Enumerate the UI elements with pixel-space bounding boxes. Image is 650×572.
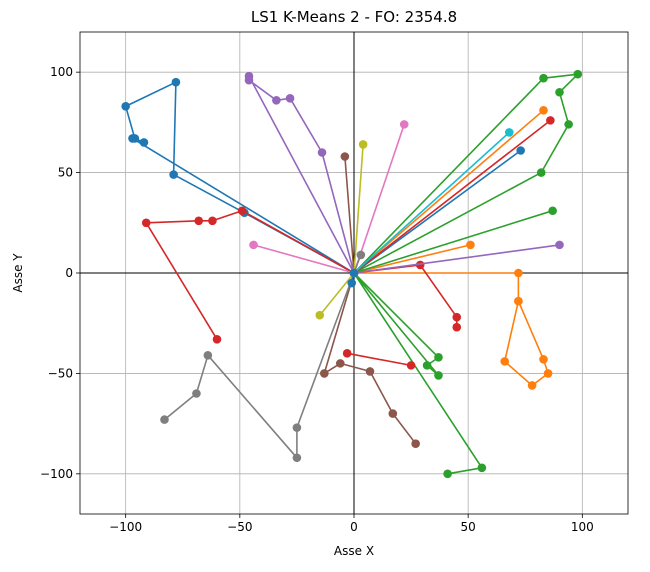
data-point	[139, 138, 149, 147]
data-point	[434, 353, 443, 362]
data-point	[504, 128, 514, 137]
data-point	[340, 152, 350, 161]
data-point	[422, 361, 432, 370]
y-tick-label: −50	[48, 366, 73, 380]
x-tick-label: 50	[461, 520, 476, 534]
data-point	[452, 322, 462, 332]
data-point	[477, 463, 487, 473]
data-point	[564, 120, 573, 129]
data-point	[500, 357, 510, 366]
y-tick-label: 0	[65, 266, 73, 280]
x-tick-label: −100	[109, 520, 142, 534]
data-point	[121, 102, 130, 111]
data-point	[399, 120, 409, 129]
data-point	[365, 367, 375, 376]
data-point	[315, 310, 325, 320]
data-point	[169, 170, 178, 179]
data-point	[160, 415, 169, 424]
series-line	[353, 131, 510, 274]
data-point	[388, 409, 398, 418]
x-tick-label: 100	[571, 520, 594, 534]
data-point	[212, 334, 222, 344]
data-point	[317, 148, 327, 157]
data-point	[539, 106, 548, 115]
data-point	[406, 361, 416, 370]
data-point	[358, 140, 368, 149]
series	[349, 69, 583, 479]
data-point	[192, 389, 201, 398]
data-point	[194, 216, 204, 226]
data-point	[573, 69, 583, 79]
data-point	[203, 351, 213, 360]
data-point	[411, 439, 420, 449]
data-point	[514, 268, 523, 278]
data-point	[466, 240, 475, 250]
data-point	[516, 146, 525, 155]
series-lines	[121, 69, 583, 479]
y-tick-label: 100	[50, 65, 73, 79]
data-point	[244, 71, 254, 81]
y-tick-label: 50	[58, 166, 73, 180]
chart-title: LS1 K-Means 2 - FO: 2354.8	[251, 8, 457, 26]
series	[249, 120, 409, 278]
data-point	[292, 453, 302, 463]
data-point	[356, 250, 366, 260]
data-point	[342, 349, 352, 358]
data-point	[543, 369, 553, 378]
data-point	[539, 73, 548, 83]
series-line	[346, 352, 412, 367]
data-point	[548, 206, 557, 216]
data-point	[415, 260, 425, 270]
series-line	[248, 75, 560, 274]
y-ticks: −100 −50 0 50 100	[40, 65, 80, 481]
data-point	[443, 469, 452, 479]
series	[141, 116, 555, 344]
data-point	[555, 87, 564, 97]
series-line	[145, 119, 552, 340]
x-axis-label: Asse X	[334, 544, 374, 558]
series	[315, 140, 368, 320]
x-tick-label: −50	[227, 520, 252, 534]
data-point	[555, 240, 564, 250]
series-line	[124, 81, 522, 274]
data-point	[527, 381, 537, 390]
series-line	[353, 73, 579, 475]
data-point	[128, 134, 137, 143]
data-point	[171, 77, 181, 87]
data-point	[434, 371, 443, 380]
data-point	[539, 355, 548, 364]
series-line	[163, 272, 355, 459]
series-line	[323, 156, 417, 445]
data-point	[336, 359, 345, 368]
data-point	[514, 296, 523, 306]
data-point	[292, 423, 302, 432]
series	[347, 268, 359, 288]
data-point	[347, 278, 357, 288]
data-point	[237, 206, 247, 216]
data-point	[208, 216, 217, 226]
series	[342, 349, 416, 370]
data-point	[249, 240, 258, 250]
data-point	[320, 369, 329, 378]
y-tick-label: −100	[40, 467, 73, 481]
series	[160, 268, 359, 463]
x-tick-label: 0	[350, 520, 358, 534]
x-ticks: −100 −50 0 50 100	[109, 514, 594, 534]
data-point	[452, 312, 462, 322]
data-point	[349, 268, 359, 278]
y-axis-label: Asse Y	[11, 253, 25, 293]
data-point	[272, 95, 281, 105]
data-point	[546, 116, 555, 125]
data-point	[536, 168, 546, 177]
data-point	[285, 93, 295, 103]
data-point	[141, 218, 151, 228]
series	[320, 152, 420, 449]
